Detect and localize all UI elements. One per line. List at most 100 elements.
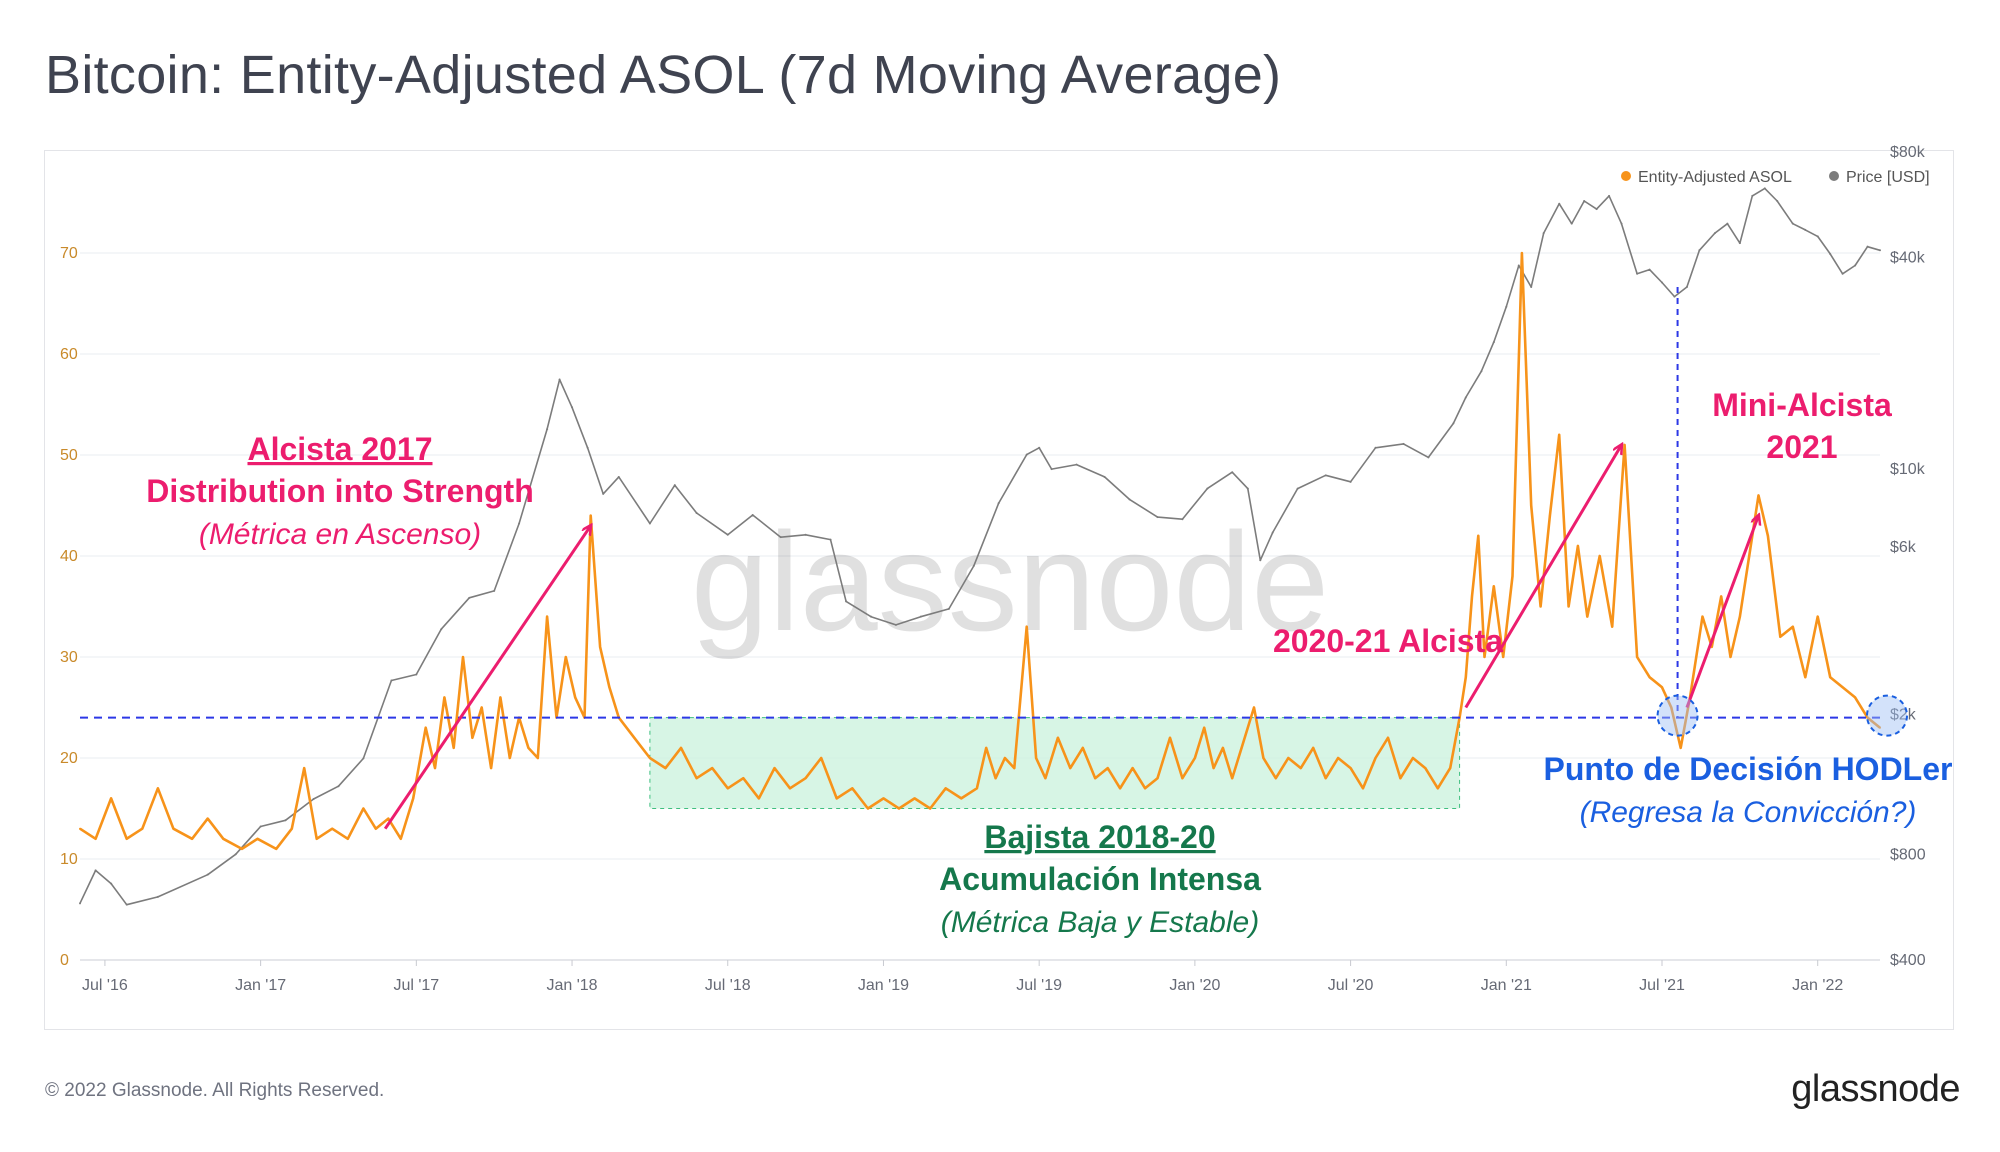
asol-point bbox=[960, 797, 963, 800]
asol-point bbox=[1144, 787, 1147, 790]
price-point bbox=[1464, 396, 1467, 399]
price-point bbox=[1570, 222, 1573, 225]
y-left-tick-label: 60 bbox=[60, 346, 78, 363]
price-point bbox=[1816, 235, 1819, 238]
asol-point bbox=[1586, 615, 1589, 618]
price-point bbox=[440, 628, 443, 631]
asol-point bbox=[1168, 736, 1171, 739]
asol-point bbox=[1025, 625, 1028, 628]
price-point bbox=[1673, 295, 1676, 298]
x-tick-label: Jan '21 bbox=[1481, 977, 1532, 994]
y-left-tick-label: 70 bbox=[60, 245, 78, 262]
asol-point bbox=[508, 757, 511, 759]
price-series bbox=[79, 187, 1881, 906]
asol-point bbox=[1181, 777, 1184, 780]
asol-point bbox=[1212, 767, 1215, 770]
price-point bbox=[845, 600, 848, 603]
price-point bbox=[546, 428, 549, 431]
y-right-tick-label: $40k bbox=[1890, 250, 1926, 267]
price-point bbox=[726, 533, 729, 536]
page-title: Bitcoin: Entity-Adjusted ASOL (7d Moving… bbox=[45, 45, 1282, 105]
asol-point bbox=[1312, 746, 1315, 749]
asol-point bbox=[125, 837, 128, 840]
price-point bbox=[1206, 487, 1209, 490]
asol-point bbox=[564, 656, 567, 658]
price-point bbox=[1492, 341, 1495, 344]
x-tick-label: Jan '17 bbox=[235, 977, 286, 994]
price-point bbox=[870, 615, 873, 618]
asol-point bbox=[374, 827, 377, 830]
price-point bbox=[1038, 446, 1041, 449]
asol-point bbox=[680, 746, 683, 749]
asol-point bbox=[1623, 443, 1626, 446]
price-point bbox=[1296, 487, 1299, 490]
price-point bbox=[1866, 245, 1869, 248]
price-point bbox=[1246, 487, 1249, 490]
asol-point bbox=[1240, 746, 1243, 749]
price-point bbox=[1829, 252, 1832, 255]
asol-point bbox=[536, 757, 539, 759]
asol-point bbox=[835, 797, 838, 800]
asol-point bbox=[1081, 746, 1084, 749]
asol-point bbox=[387, 817, 390, 820]
asol-point bbox=[1287, 757, 1290, 759]
asol-point bbox=[480, 706, 483, 709]
asol-point bbox=[773, 767, 776, 770]
asol-point bbox=[1262, 757, 1265, 759]
asol-point bbox=[156, 787, 159, 790]
price-point bbox=[1608, 194, 1611, 197]
asol-point bbox=[1558, 433, 1561, 436]
asol-series bbox=[79, 251, 1881, 851]
price-line bbox=[79, 187, 1881, 906]
price-point bbox=[1698, 249, 1701, 252]
asol-point bbox=[1299, 767, 1302, 770]
asol-point bbox=[490, 767, 493, 770]
asol-point bbox=[1464, 676, 1467, 679]
price-point bbox=[586, 446, 589, 449]
price-point bbox=[673, 484, 676, 487]
asol-point bbox=[599, 645, 602, 648]
asol-point bbox=[1471, 595, 1474, 598]
legend-label: Price [USD] bbox=[1846, 169, 1930, 186]
asol-point bbox=[1720, 595, 1723, 598]
price-point bbox=[1374, 446, 1377, 449]
asol-point bbox=[1337, 757, 1340, 759]
asol-point bbox=[1816, 615, 1819, 618]
price-point bbox=[1713, 232, 1716, 235]
annotations: Alcista 2017 Distribution into Strength (M… bbox=[146, 387, 1952, 939]
annotation-bear-2018-20-line: Acumulación Intensa bbox=[939, 861, 1261, 897]
asol-point bbox=[1748, 555, 1751, 557]
asol-point bbox=[1094, 777, 1097, 780]
asol-point bbox=[757, 797, 760, 800]
chart-frame bbox=[44, 150, 1954, 1030]
asol-point bbox=[1548, 514, 1551, 517]
asol-point bbox=[499, 696, 502, 699]
asol-point bbox=[1253, 706, 1256, 709]
asol-point bbox=[944, 787, 947, 790]
asol-point bbox=[608, 686, 611, 689]
price-point bbox=[1025, 453, 1028, 456]
asol-point bbox=[648, 757, 651, 759]
price-point bbox=[234, 853, 237, 856]
asol-point bbox=[1710, 645, 1713, 648]
price-point bbox=[602, 492, 605, 495]
x-tick-label: Jul '19 bbox=[1016, 977, 1062, 994]
asol-point bbox=[191, 837, 194, 840]
annotation-hodl-decision-line: (Regresa la Convicción?) bbox=[1580, 796, 1917, 829]
asol-point bbox=[1374, 757, 1377, 759]
x-tick-label: Jan '22 bbox=[1792, 977, 1843, 994]
asol-point bbox=[929, 807, 932, 810]
asol-point bbox=[1670, 706, 1673, 709]
asol-point bbox=[1399, 777, 1402, 780]
legend-dot bbox=[1621, 171, 1631, 181]
y-left-tick-label: 10 bbox=[60, 851, 78, 868]
price-point bbox=[1075, 463, 1078, 466]
asol-point bbox=[1648, 676, 1651, 679]
price-point bbox=[1181, 518, 1184, 521]
asol-point bbox=[1779, 635, 1782, 638]
asol-point bbox=[1035, 757, 1038, 759]
price-point bbox=[751, 514, 754, 517]
asol-point bbox=[1044, 777, 1047, 780]
price-point bbox=[894, 623, 897, 626]
asol-point bbox=[1879, 726, 1881, 729]
